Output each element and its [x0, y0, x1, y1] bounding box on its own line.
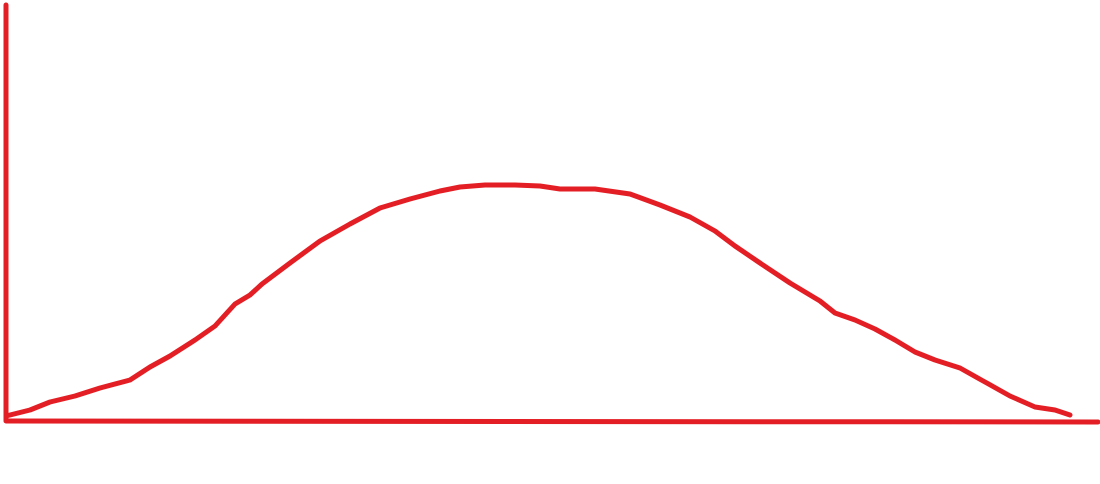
horizontal-axis	[3, 418, 1100, 425]
bell-curve	[3, 182, 1073, 419]
